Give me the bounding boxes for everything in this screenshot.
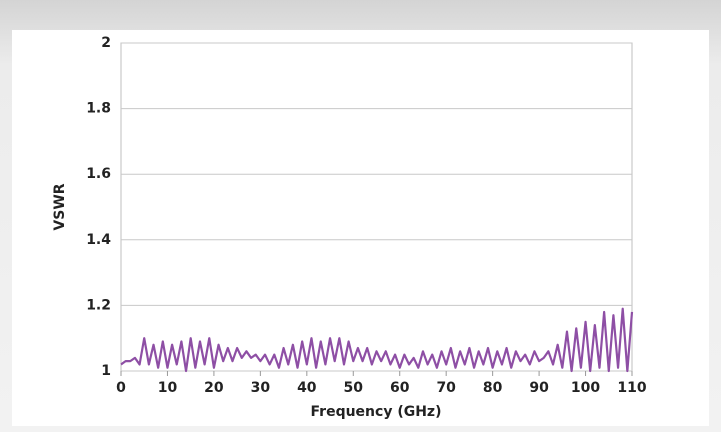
y-tick-label: 1: [101, 363, 111, 379]
y-tick-label: 1.4: [86, 232, 111, 248]
x-tick-label: 90: [529, 380, 549, 396]
data-line: [120, 307, 634, 373]
x-tick-label: 60: [390, 380, 410, 396]
y-axis-title: VSWR: [52, 183, 68, 230]
x-tick-label: 10: [158, 380, 178, 396]
y-tick-label: 1.8: [86, 101, 111, 117]
x-axis-title: Frequency (GHz): [311, 404, 442, 420]
x-tick-label: 50: [344, 380, 364, 396]
x-tick-label: 20: [204, 380, 224, 396]
x-tick-label: 100: [571, 380, 600, 396]
x-tick-label: 30: [251, 380, 271, 396]
x-tick-label: 110: [617, 380, 646, 396]
y-tick-label: 1.2: [86, 297, 111, 313]
y-tick-label: 2: [101, 35, 111, 51]
x-tick-label: 40: [297, 380, 317, 396]
panel: [12, 30, 709, 426]
x-tick-label: 0: [116, 380, 126, 396]
y-tick-label: 1.6: [86, 166, 111, 182]
x-tick-label: 70: [436, 380, 456, 396]
x-tick-label: 80: [483, 380, 503, 396]
